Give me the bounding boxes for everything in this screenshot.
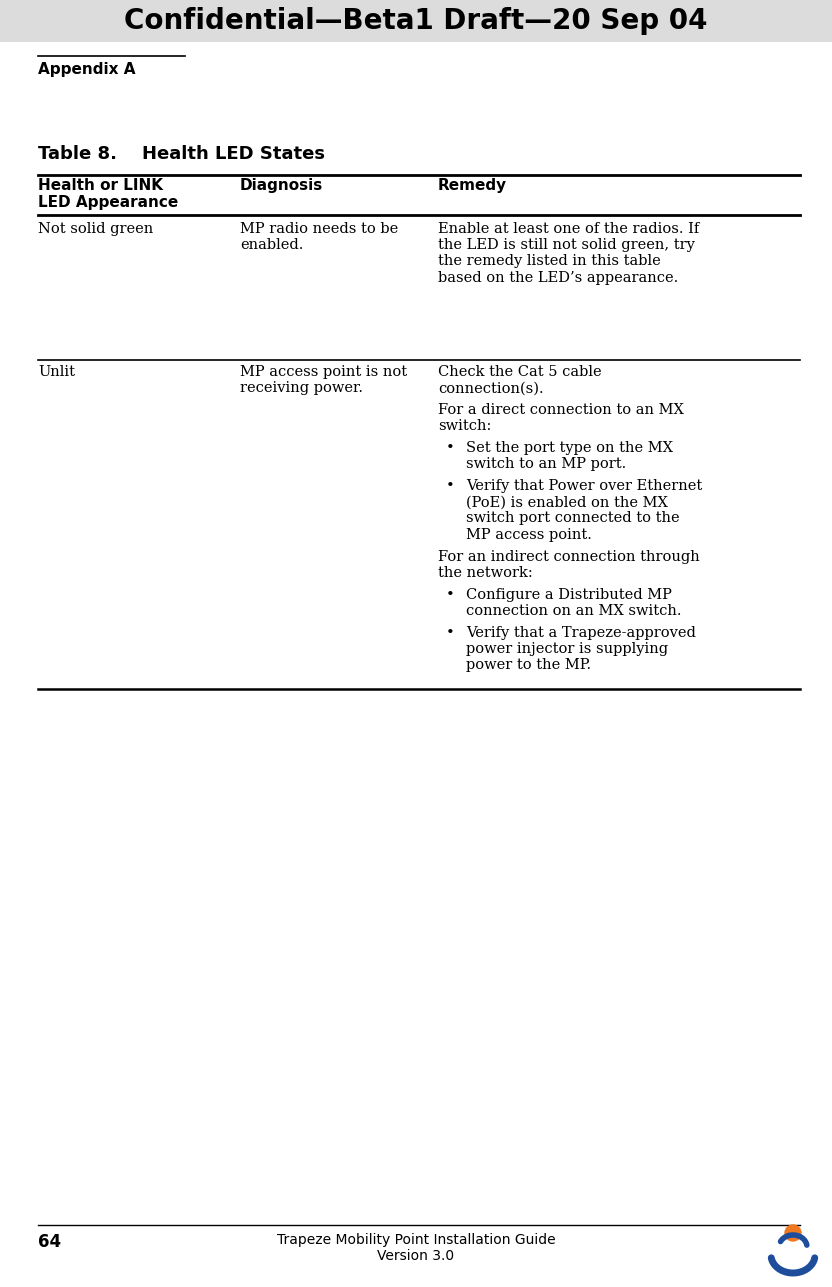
Text: •: • [446, 588, 455, 602]
Text: Configure a Distributed MP
connection on an MX switch.: Configure a Distributed MP connection on… [466, 588, 681, 618]
Text: For a direct connection to an MX
switch:: For a direct connection to an MX switch: [438, 403, 684, 434]
Text: Remedy: Remedy [438, 178, 508, 193]
Text: •: • [446, 441, 455, 456]
Text: Not solid green: Not solid green [38, 221, 153, 236]
Text: 64: 64 [38, 1233, 61, 1251]
Text: Health or LINK
LED Appearance: Health or LINK LED Appearance [38, 178, 178, 210]
Text: Diagnosis: Diagnosis [240, 178, 324, 193]
Text: Confidential—Beta1 Draft—20 Sep 04: Confidential—Beta1 Draft—20 Sep 04 [124, 6, 708, 35]
Text: Appendix A: Appendix A [38, 62, 136, 77]
Text: MP access point is not
receiving power.: MP access point is not receiving power. [240, 366, 407, 395]
Text: Enable at least one of the radios. If
the LED is still not solid green, try
the : Enable at least one of the radios. If th… [438, 221, 699, 284]
Text: Trapeze Mobility Point Installation Guide
Version 3.0: Trapeze Mobility Point Installation Guid… [277, 1233, 555, 1264]
Text: •: • [446, 479, 455, 493]
Text: Check the Cat 5 cable
connection(s).: Check the Cat 5 cable connection(s). [438, 366, 602, 395]
Text: For an indirect connection through
the network:: For an indirect connection through the n… [438, 550, 700, 580]
Bar [0, 0, 832, 42]
Text: Set the port type on the MX
switch to an MP port.: Set the port type on the MX switch to an… [466, 441, 673, 471]
Text: Verify that a Trapeze-approved
power injector is supplying
power to the MP.: Verify that a Trapeze-approved power inj… [466, 625, 696, 672]
Text: Unlit: Unlit [38, 366, 75, 378]
Circle shape [785, 1225, 801, 1241]
Text: •: • [446, 625, 455, 640]
Text: Table 8.    Health LED States: Table 8. Health LED States [38, 145, 325, 163]
Text: MP radio needs to be
enabled.: MP radio needs to be enabled. [240, 221, 399, 252]
Text: Verify that Power over Ethernet
(PoE) is enabled on the MX
switch port connected: Verify that Power over Ethernet (PoE) is… [466, 479, 702, 542]
